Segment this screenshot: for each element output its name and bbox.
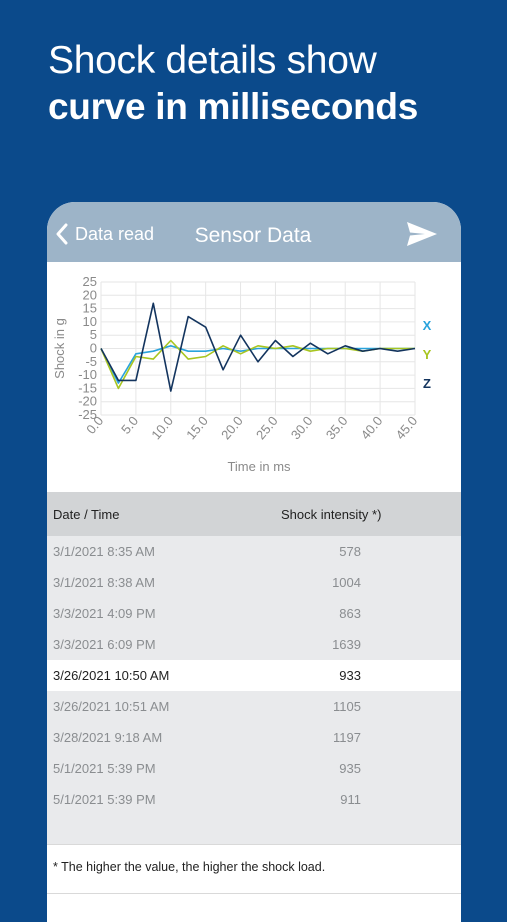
y-tick-label: -20 (78, 394, 97, 409)
row-intensity: 911 (340, 792, 361, 807)
headline-line-1: Shock details show (48, 39, 377, 82)
navbar: Data read Sensor Data (47, 202, 461, 262)
table-row[interactable]: 3/3/2021 4:09 PM 863 (47, 598, 461, 629)
row-date: 3/3/2021 6:09 PM (53, 637, 156, 652)
y-tick-label: 0 (90, 341, 97, 356)
y-axis-label: Shock in g (52, 318, 67, 379)
row-intensity: 1105 (333, 699, 361, 714)
table-spacer (47, 815, 461, 844)
row-date: 3/1/2021 8:38 AM (53, 575, 155, 590)
series-line-z (100, 302, 416, 392)
row-intensity: 1004 (332, 575, 361, 590)
x-tick-label: 45.0 (393, 413, 421, 442)
x-tick-label: 25.0 (253, 413, 281, 442)
legend-item-y: Y (423, 347, 432, 362)
phone-screen: Data read Sensor Data 25 20 15 10 5 0 -5 -10 -15… (47, 202, 461, 922)
table-row[interactable]: 3/1/2021 8:38 AM 1004 (47, 567, 461, 598)
row-intensity: 1639 (332, 637, 361, 652)
y-tick-label: 25 (83, 274, 97, 289)
y-tick-label: 5 (90, 327, 97, 342)
legend-item-x: X (423, 318, 432, 333)
y-tick-label: 20 (83, 287, 97, 302)
row-intensity: 578 (339, 544, 361, 559)
x-tick-label: 35.0 (323, 413, 351, 442)
x-tick-label: 40.0 (358, 413, 386, 442)
row-date: 3/26/2021 10:51 AM (53, 699, 170, 714)
paper-plane-icon (407, 222, 437, 246)
send-button[interactable] (405, 220, 439, 253)
table-row[interactable]: 5/1/2021 5:39 PM 911 (47, 784, 461, 815)
row-date: 5/1/2021 5:39 PM (53, 792, 156, 807)
row-date: 3/26/2021 10:50 AM (53, 668, 170, 683)
row-intensity: 935 (339, 761, 361, 776)
table-header: Date / Time Shock intensity *) (47, 492, 461, 536)
row-date: 3/28/2021 9:18 AM (53, 730, 163, 745)
x-tick-label: 30.0 (288, 413, 316, 442)
row-intensity: 1197 (333, 730, 361, 745)
table-row[interactable]: 3/28/2021 9:18 AM 1197 (47, 722, 461, 753)
headline-line-2: curve in milliseconds (48, 85, 419, 127)
table-row[interactable]: 3/1/2021 8:35 AM 578 (47, 536, 461, 567)
row-intensity: 933 (339, 668, 361, 683)
x-axis-label: Time in ms (227, 459, 291, 474)
x-tick-label: 20.0 (218, 413, 246, 442)
y-tick-label: -15 (78, 380, 97, 395)
back-button-label: Data read (75, 223, 155, 244)
x-tick-label: 5.0 (118, 413, 141, 436)
row-intensity: 863 (339, 606, 361, 621)
series-line-x (100, 345, 415, 384)
row-date: 5/1/2021 5:39 PM (53, 761, 156, 776)
y-tick-label: -5 (85, 354, 97, 369)
shock-table: Date / Time Shock intensity *) 3/1/2021 … (47, 492, 461, 894)
column-header-intensity: Shock intensity *) (281, 506, 382, 522)
y-tick-label: -10 (78, 367, 97, 382)
back-button[interactable]: Data read (55, 223, 154, 245)
x-tick-label: 15.0 (183, 413, 211, 442)
row-date: 3/1/2021 8:35 AM (53, 544, 155, 559)
table-row[interactable]: 3/26/2021 10:51 AM 1105 (47, 691, 461, 722)
legend-item-z: Z (423, 376, 431, 391)
table-row[interactable]: 3/3/2021 6:09 PM 1639 (47, 629, 461, 660)
column-header-date: Date / Time (53, 506, 120, 522)
series-line-y (100, 339, 415, 390)
chevron-left-icon (56, 223, 68, 245)
x-tick-label: 10.0 (148, 413, 176, 442)
y-tick-label: 10 (83, 314, 97, 329)
table-row[interactable]: 5/1/2021 5:39 PM 935 (47, 753, 461, 784)
table-row[interactable]: 3/26/2021 10:50 AM 933 (47, 660, 461, 691)
footnote-text: * The higher the value, the higher the s… (53, 860, 326, 874)
headline: Shock details show curve in milliseconds (48, 38, 418, 129)
footnote: * The higher the value, the higher the s… (47, 844, 461, 894)
shock-chart: 25 20 15 10 5 0 -5 -10 -15 -20 -25 0.0 5.0 10.0 15.0 20… (47, 262, 461, 492)
row-date: 3/3/2021 4:09 PM (53, 606, 156, 621)
y-tick-label: -25 (78, 407, 97, 422)
y-tick-label: 15 (83, 301, 97, 316)
